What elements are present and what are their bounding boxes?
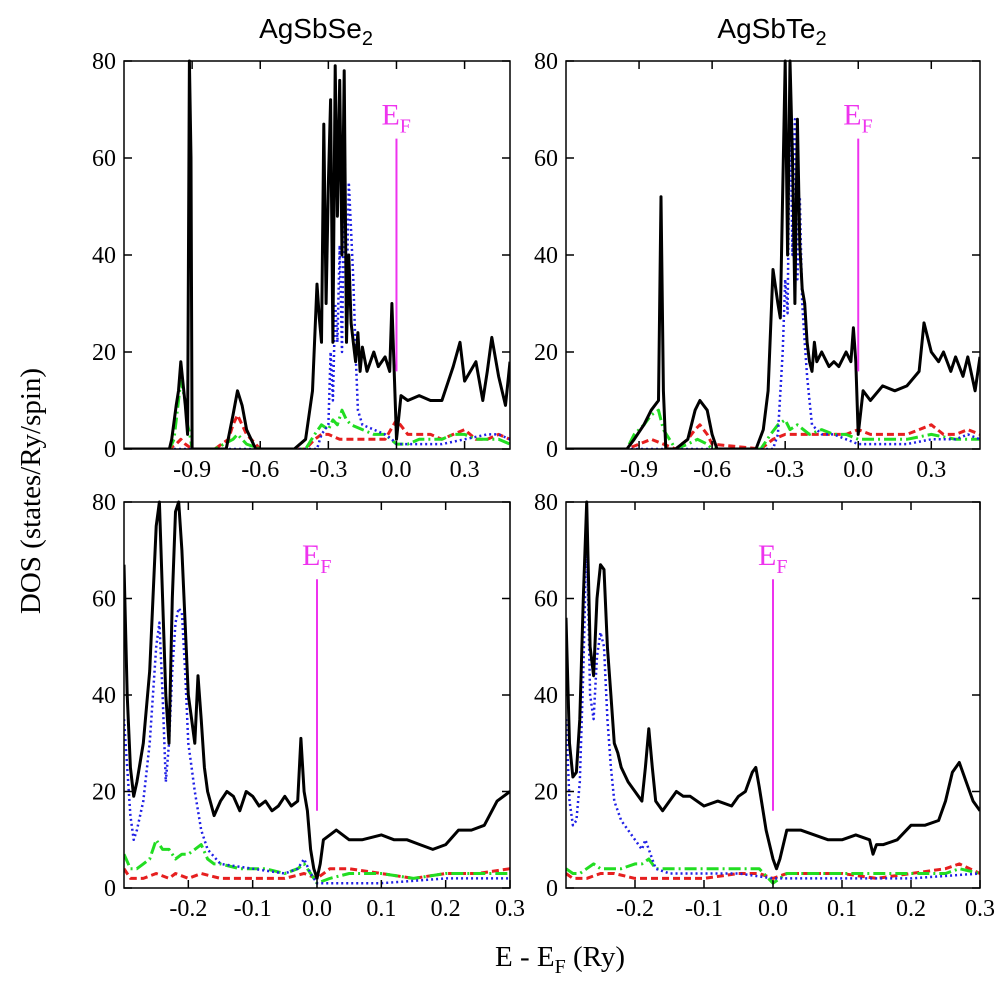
series-group [566,500,980,885]
plot-frame [565,60,981,450]
y-tick-label: 40 [92,683,116,709]
fermi-label-main: E [302,539,320,572]
x-tick-label: -0.9 [173,457,211,483]
series-group [566,59,980,449]
panel-title: AgSbTe2 [717,13,826,50]
fermi-label-sub: F [400,116,411,138]
y-tick-label: 0 [104,437,116,463]
x-tick-label: -0.3 [309,457,347,483]
x-tick-label: 0.1 [366,896,396,922]
dos-panel-1: 0 20 40 60 80 -0.9 -0.6 -0.3 0.0 0.3 EF AgSbSe2 [92,13,511,483]
x-tick-label: 0.2 [431,896,461,922]
panel-title-main: AgSbTe [717,13,815,44]
x-axis-label-sub: F [555,956,566,978]
x-tick-label: 0.3 [450,457,480,483]
fermi-level-label: EF [758,539,787,578]
y-tick-label: 60 [92,146,116,172]
fermi-level-label: EF [843,99,872,138]
dos-line-total [566,500,980,871]
panel-title-sub: 2 [362,28,373,50]
x-axis-label: E - EF (Ry) [495,941,625,978]
panel-title-sub: 2 [815,28,826,50]
dos-line-blue [124,181,510,449]
panel-title: AgSbSe2 [259,13,373,50]
x-tick-label: 0.0 [302,896,332,922]
x-tick-label: -0.9 [620,457,658,483]
fermi-label-main: E [381,99,399,132]
x-tick-label: -0.3 [766,457,804,483]
fermi-label-main: E [843,99,861,132]
dos-panel-4: 0 20 40 60 80 -0.2 -0.1 0.0 0.1 0.2 0.3 EF [534,490,995,922]
y-tick-label: 60 [92,587,116,613]
dos-line-green [566,408,980,449]
x-tick-label: 0.3 [495,896,525,922]
panel-title-main: AgSbSe [259,13,362,44]
y-axis-label: DOS (states/Ry/spin) [15,368,47,614]
y-tick-label: 40 [92,243,116,269]
y-tick-label: 0 [104,876,116,902]
y-tick-label: 40 [534,243,558,269]
dos-panel-3: 0 20 40 60 80 -0.2 -0.1 0.0 0.1 0.2 0.3 EF [92,490,525,922]
y-tick-label: 80 [92,490,116,516]
y-tick-label: 20 [534,780,558,806]
y-tick-label: 40 [534,683,558,709]
x-tick-label: 0.3 [916,457,946,483]
plot-frame [123,60,511,450]
y-tick-label: 0 [546,876,558,902]
dos-panel-2: 0 20 40 60 80 -0.9 -0.6 -0.3 0.0 0.3 EF AgSbTe2 [534,13,981,483]
y-tick-label: 80 [534,490,558,516]
dos-line-green [566,857,980,885]
x-tick-label: 0.3 [965,896,995,922]
fermi-level-label: EF [381,99,410,138]
series-group [124,500,510,885]
y-tick-label: 80 [534,49,558,75]
y-tick-label: 20 [92,780,116,806]
x-tick-label: 0.0 [758,896,788,922]
fermi-label-sub: F [320,556,331,578]
y-tick-label: 60 [534,587,558,613]
fermi-label-sub: F [862,116,873,138]
x-axis-label-suffix: (Ry) [566,941,625,973]
x-tick-label: -0.2 [169,896,207,922]
x-tick-label: -0.1 [234,896,272,922]
dos-line-green [124,838,510,885]
x-tick-label: 0.1 [827,896,857,922]
x-tick-label: 0.0 [843,457,873,483]
x-tick-label: -0.6 [241,457,279,483]
x-tick-label: -0.6 [693,457,731,483]
x-tick-label: 0.0 [381,457,411,483]
fermi-label-main: E [758,539,776,572]
dos-line-blue [124,606,510,885]
y-tick-label: 60 [534,146,558,172]
y-tick-label: 20 [534,340,558,366]
fermi-level-label: EF [302,539,331,578]
y-tick-label: 20 [92,340,116,366]
y-tick-label: 0 [546,437,558,463]
series-group [124,59,510,449]
dos-line-total [124,59,510,449]
dos-line-total [124,500,510,880]
x-tick-label: 0.2 [896,896,926,922]
dos-line-total [566,59,980,449]
x-tick-label: -0.1 [685,896,723,922]
fermi-label-sub: F [776,556,787,578]
y-tick-label: 80 [92,49,116,75]
dos-line-red [124,413,510,449]
dos-line-red [566,862,980,880]
x-axis-label-prefix: E - E [495,941,555,973]
dos-line-blue [566,93,980,449]
x-tick-label: -0.2 [616,896,654,922]
